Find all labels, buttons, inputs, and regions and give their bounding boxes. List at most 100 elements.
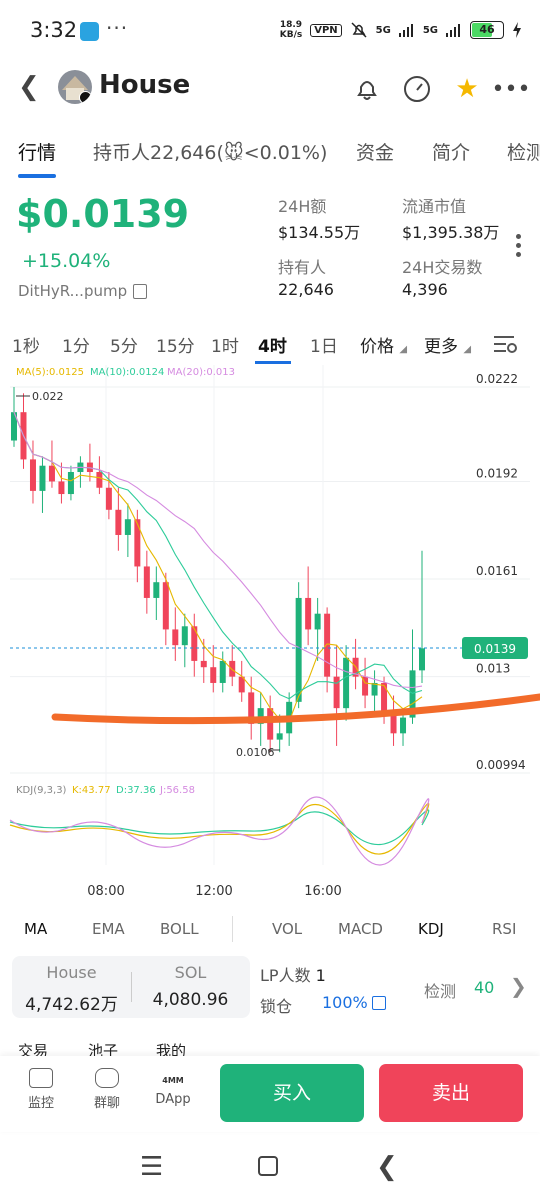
timeframe-1d[interactable]: 1日 — [310, 337, 338, 357]
more-vertical-icon[interactable] — [516, 234, 522, 261]
chat-icon — [95, 1068, 119, 1088]
ma5-line — [13, 411, 423, 723]
lock-value[interactable]: 100% — [322, 993, 386, 1012]
stat-label: 24H额 — [278, 197, 327, 216]
current-price-tag-label: 0.0139 — [474, 642, 516, 656]
ma20-label: MA(20):0.013 — [167, 367, 235, 378]
y-tick-label: 0.0161 — [476, 564, 518, 578]
stat-label: 24H交易数 — [402, 258, 483, 277]
signal-bars-icon — [446, 24, 460, 37]
detect-label[interactable]: 检测 — [424, 982, 457, 1001]
tab-detect[interactable]: 检测 — [507, 142, 540, 164]
bell-icon[interactable] — [352, 74, 382, 104]
ma20-line — [13, 411, 423, 689]
timeframe-1h[interactable]: 1时 — [211, 337, 239, 357]
candle-body — [67, 472, 74, 495]
indicator-kdj[interactable]: KDJ — [418, 920, 444, 938]
liquidity-pool-box: House 4,742.62万 SOL 4,080.96 — [12, 956, 250, 1018]
tab-market[interactable]: 行情 — [18, 142, 57, 164]
kdj-j-line — [9, 796, 430, 866]
kdj-d-line — [9, 809, 430, 846]
subtab-trades[interactable]: 交易 — [18, 1042, 49, 1060]
subtab-mine[interactable]: 我的 — [156, 1042, 187, 1060]
candle-body — [390, 714, 397, 734]
timeframe-5m[interactable]: 5分 — [110, 337, 138, 357]
tab-underline — [18, 174, 56, 178]
ma10-line — [13, 411, 423, 700]
candlestick-chart[interactable]: MA(5):0.0125 MA(10):0.0124 MA(20):0.013 … — [0, 365, 540, 905]
candle-body — [48, 465, 55, 482]
kdj-label: KDJ(9,3,3) — [16, 785, 67, 796]
low-label: 0.0106 — [236, 746, 275, 759]
timeframe-1m[interactable]: 1分 — [62, 337, 90, 357]
back-button[interactable]: ❮ — [18, 72, 40, 102]
candle-body — [276, 733, 283, 740]
candle-body — [229, 660, 236, 677]
timeframe-15m[interactable]: 15分 — [156, 337, 195, 357]
star-icon[interactable]: ★ — [455, 74, 479, 104]
net-speed: 18.9 KB/s — [279, 20, 303, 40]
group-chat-button[interactable]: 群聊 — [82, 1068, 132, 1111]
detect-score: 40 — [474, 978, 495, 997]
contract-address[interactable]: DitHyR...pump — [18, 282, 148, 300]
tab-holders[interactable]: 持币人22,646(🐭<0.01%) — [93, 142, 328, 164]
sell-button[interactable]: 卖出 — [379, 1064, 523, 1122]
pair-a-name: House — [46, 963, 97, 982]
candle-body — [219, 660, 226, 683]
dapp-button[interactable]: 4MM DApp — [148, 1068, 198, 1107]
indicator-macd[interactable]: MACD — [338, 920, 383, 938]
candle-body — [343, 657, 350, 709]
subtab-pools[interactable]: 池子 — [88, 1042, 119, 1060]
candle-body — [324, 613, 331, 677]
candle-body — [400, 717, 407, 734]
candle-body — [96, 472, 103, 488]
indicator-ma[interactable]: MA — [24, 920, 48, 938]
indicator-ema[interactable]: EMA — [92, 920, 125, 938]
timeframe-underline — [255, 361, 291, 364]
candle-body — [238, 676, 245, 693]
speedometer-icon[interactable] — [402, 74, 432, 104]
current-price-tag — [462, 637, 528, 659]
price-dropdown[interactable]: 价格 ◢ — [360, 337, 408, 357]
divider — [232, 916, 233, 942]
y-tick-label: 0.00994 — [476, 758, 526, 772]
main-tabs: 行情 持币人22,646(🐭<0.01%) 资金 简介 检测 — [0, 128, 540, 180]
current-price: $0.0139 — [16, 192, 190, 236]
lp-count: LP人数 1 — [260, 966, 326, 985]
timeframe-4h[interactable]: 4时 — [258, 337, 287, 357]
tab-intro[interactable]: 简介 — [432, 142, 471, 164]
candle-body — [305, 597, 312, 630]
candle-body — [333, 676, 340, 709]
buy-button[interactable]: 买入 — [220, 1064, 364, 1122]
mute-bell-icon — [351, 22, 367, 38]
tab-funds[interactable]: 资金 — [356, 142, 395, 164]
more-horizontal-icon[interactable]: ••• — [491, 76, 531, 102]
indicator-vol[interactable]: VOL — [272, 920, 303, 938]
token-header: ❮ House ★ ••• — [0, 60, 540, 116]
stat-value: 22,646 — [278, 280, 334, 299]
external-link-icon[interactable] — [371, 995, 386, 1010]
monitor-button[interactable]: 监控 — [16, 1068, 66, 1111]
status-more-dots: ··· — [106, 16, 129, 40]
menu-icon[interactable]: ☰ — [140, 1152, 164, 1182]
copy-icon[interactable] — [133, 283, 148, 299]
stat-label: 流通市值 — [402, 197, 467, 216]
chart-settings-icon[interactable] — [492, 333, 518, 359]
candle-body — [267, 708, 274, 740]
indicator-rsi[interactable]: RSI — [492, 920, 517, 938]
pair-b-name: SOL — [174, 963, 207, 982]
back-nav-icon[interactable]: ❮ — [376, 1152, 398, 1182]
candle-body — [29, 459, 36, 491]
candle-body — [191, 626, 198, 661]
home-icon[interactable] — [258, 1156, 278, 1176]
candle-body — [39, 465, 46, 491]
kdj-k-line — [9, 802, 430, 855]
timeframe-1s[interactable]: 1秒 — [12, 337, 40, 357]
chevron-right-icon[interactable]: ❯ — [510, 974, 527, 998]
status-bar: 3:32 ··· 18.9 KB/s VPN 5G 5G 46 — [0, 0, 540, 60]
status-time: 3:32 — [30, 18, 78, 42]
more-dropdown[interactable]: 更多 ◢ — [424, 337, 472, 357]
indicator-boll[interactable]: BOLL — [160, 920, 199, 938]
candle-body — [200, 660, 207, 668]
x-tick: 12:00 — [195, 884, 232, 899]
